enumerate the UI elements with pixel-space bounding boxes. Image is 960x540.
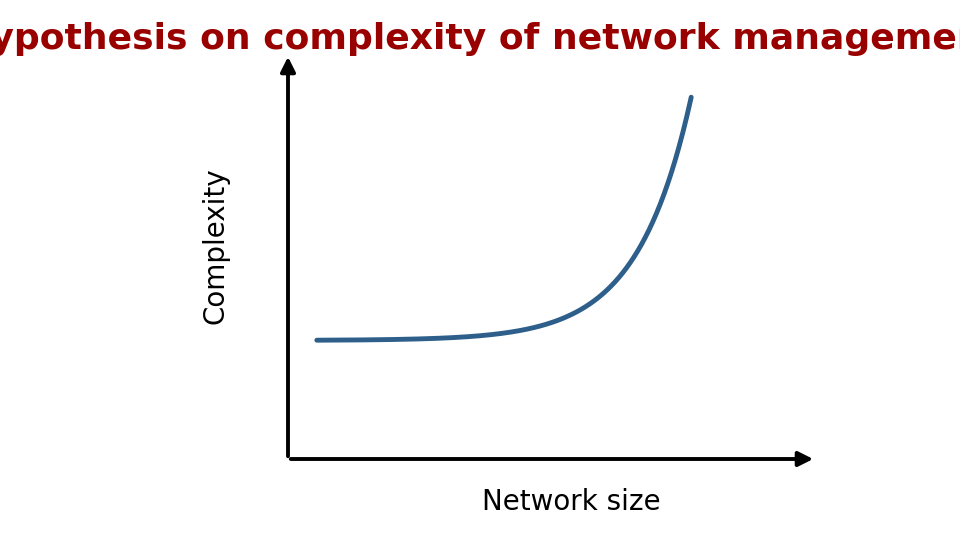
- Text: Hypothesis on complexity of network management: Hypothesis on complexity of network mana…: [0, 22, 960, 56]
- Text: Network size: Network size: [482, 488, 660, 516]
- Text: Complexity: Complexity: [202, 167, 230, 324]
